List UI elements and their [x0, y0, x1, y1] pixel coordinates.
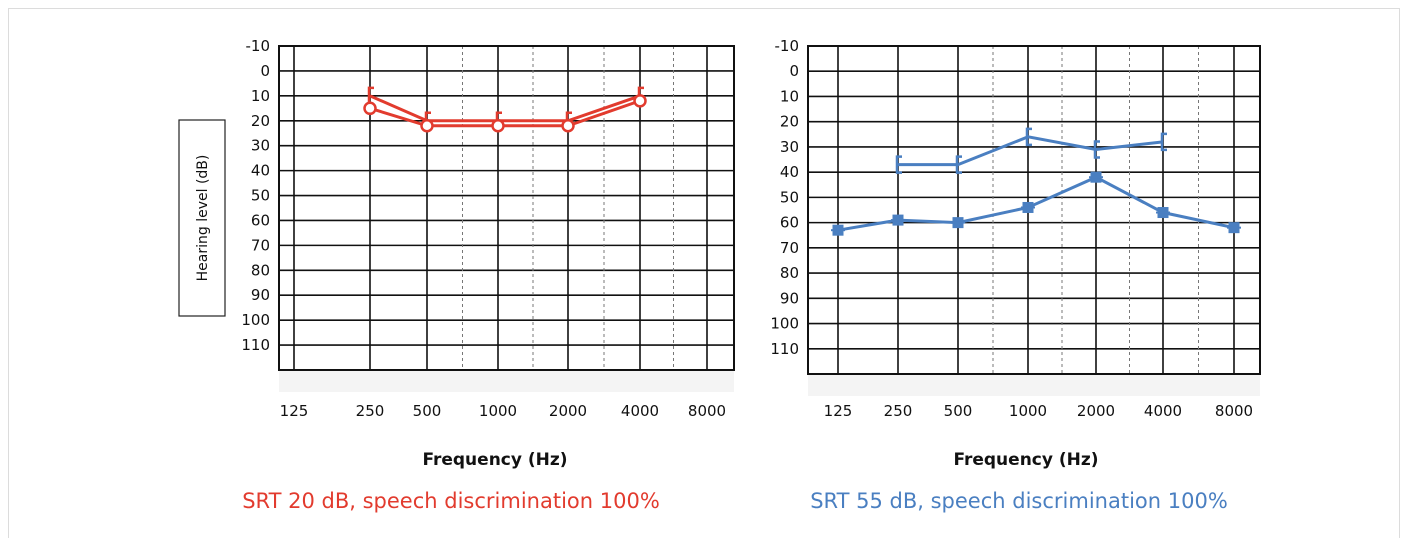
y-tick-label: 70 [251, 236, 270, 254]
x-tick-label: 250 [356, 402, 385, 420]
data-point-bracket [1025, 127, 1032, 147]
x-tick-label: 8000 [688, 402, 726, 420]
y-axis-title-box [178, 119, 226, 317]
y-tick-label: 100 [241, 311, 270, 329]
y-tick-label: 90 [251, 286, 270, 304]
x-tick-label: 8000 [1215, 402, 1253, 420]
y-tick-label: 20 [251, 112, 270, 130]
x-tick-label: 500 [413, 402, 442, 420]
plot-shade [279, 370, 734, 392]
y-tick-label: 20 [780, 113, 799, 131]
y-axis-title: Hearing level (dB) [195, 155, 211, 282]
y-tick-label: 100 [770, 315, 799, 333]
x-tick-label: 4000 [1144, 402, 1182, 420]
data-point-circle [491, 119, 505, 133]
x-tick-label: 2000 [549, 402, 587, 420]
data-point-circle [363, 101, 377, 116]
y-tick-label: 40 [251, 162, 270, 180]
y-tick-label: 80 [251, 261, 270, 279]
chart-caption: SRT 55 dB, speech discrimination 100% [810, 489, 1228, 513]
x-tick-label: 250 [884, 402, 913, 420]
y-tick-label: 60 [251, 211, 270, 229]
y-tick-label: 10 [780, 87, 799, 105]
y-tick-label: 80 [780, 264, 799, 282]
y-tick-label: 110 [241, 336, 270, 354]
data-point-bracket [895, 155, 902, 174]
figure-frame [8, 8, 1400, 538]
y-tick-label: 70 [780, 239, 799, 257]
plot-border [278, 45, 735, 371]
x-axis-title: Frequency (Hz) [422, 450, 567, 470]
y-tick-label: 0 [789, 62, 799, 80]
plot-border [807, 45, 1261, 375]
y-tick-label: 110 [770, 340, 799, 358]
x-tick-label: 1000 [479, 402, 517, 420]
y-tick-label: -10 [246, 37, 271, 55]
series-line-bracket [898, 135, 1164, 167]
y-tick-label: 50 [251, 187, 270, 205]
data-point-circle [633, 94, 647, 108]
x-tick-label: 125 [280, 402, 309, 420]
x-tick-label: 500 [944, 402, 973, 420]
x-axis-title: Frequency (Hz) [953, 450, 1098, 470]
y-tick-label: 30 [780, 138, 799, 156]
y-tick-label: 40 [780, 163, 799, 181]
x-tick-label: 1000 [1009, 402, 1047, 420]
y-tick-label: -10 [775, 37, 800, 55]
audiogram-right: -10 0 10 20 30 40 50 60 70 80 90 100 110 125 250 500 100… [770, 37, 1261, 513]
y-tick-label: 10 [251, 87, 270, 105]
data-point-bracket [955, 155, 962, 174]
data-point-bracket [1093, 140, 1100, 159]
data-point-circle [420, 119, 434, 133]
x-tick-label: 2000 [1077, 402, 1115, 420]
x-tick-label: 125 [824, 402, 853, 420]
x-tick-label: 4000 [621, 402, 659, 420]
y-tick-label: 50 [780, 188, 799, 206]
data-point-bracket [1160, 132, 1167, 152]
y-tick-label: 90 [780, 289, 799, 307]
data-point-circle [561, 119, 575, 133]
audiogram-left: -10 0 10 20 30 40 50 60 70 80 90 100 110 125 250 500 100… [178, 37, 735, 513]
series-line-bracket [369, 94, 641, 123]
plot-shade [808, 374, 1260, 396]
y-tick-label: 60 [780, 214, 799, 232]
chart-caption: SRT 20 dB, speech discrimination 100% [242, 489, 660, 513]
y-tick-label: 30 [251, 137, 270, 155]
y-tick-label: 0 [260, 62, 270, 80]
